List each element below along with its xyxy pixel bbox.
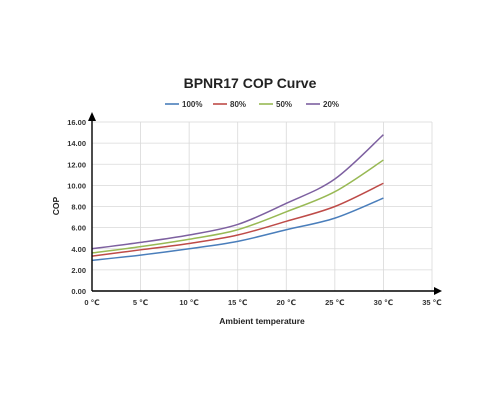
y-tick-label: 2.00 [71, 266, 86, 275]
y-tick-label: 4.00 [71, 245, 86, 254]
tick-labels: 0.00 2.00 4.00 6.00 8.00 10.00 12.00 14.00 16.00… [67, 118, 442, 307]
series-line-20pct [91, 134, 384, 250]
chart-title: BPNR17 COP Curve [184, 75, 317, 91]
y-tick-label: 16.00 [67, 118, 86, 127]
x-axis-arrow [434, 287, 442, 295]
series-lines [91, 134, 384, 262]
series-line-50pct [91, 159, 384, 254]
y-tick-label: 12.00 [67, 160, 86, 169]
x-tick-label: 10 ℃ [179, 298, 199, 307]
y-axis-arrow [88, 112, 96, 121]
x-tick-label: 0 ℃ [84, 298, 99, 307]
x-tick-label: 25 ℃ [325, 298, 345, 307]
legend-label: 100% [182, 100, 202, 109]
legend-label: 50% [276, 100, 292, 109]
x-tick-label: 20 ℃ [277, 298, 297, 307]
y-tick-label: 10.00 [67, 181, 86, 190]
axes [88, 112, 442, 295]
x-tick-label: 15 ℃ [228, 298, 248, 307]
x-tick-label: 35 ℃ [422, 298, 442, 307]
y-tick-label: 14.00 [67, 139, 86, 148]
y-tick-label: 0.00 [71, 287, 86, 296]
y-axis-label: COP [51, 196, 61, 215]
legend: 100% 80% 50% 20% [165, 100, 339, 109]
series-line-100pct [91, 197, 384, 262]
x-tick-label: 30 ℃ [374, 298, 394, 307]
grid [92, 121, 433, 291]
legend-label: 20% [323, 100, 339, 109]
series-line-80pct [91, 182, 384, 257]
legend-label: 80% [230, 100, 246, 109]
y-tick-label: 6.00 [71, 224, 86, 233]
x-axis-label: Ambient temperature [219, 316, 305, 326]
y-tick-label: 8.00 [71, 203, 86, 212]
x-tick-label: 5 ℃ [133, 298, 148, 307]
